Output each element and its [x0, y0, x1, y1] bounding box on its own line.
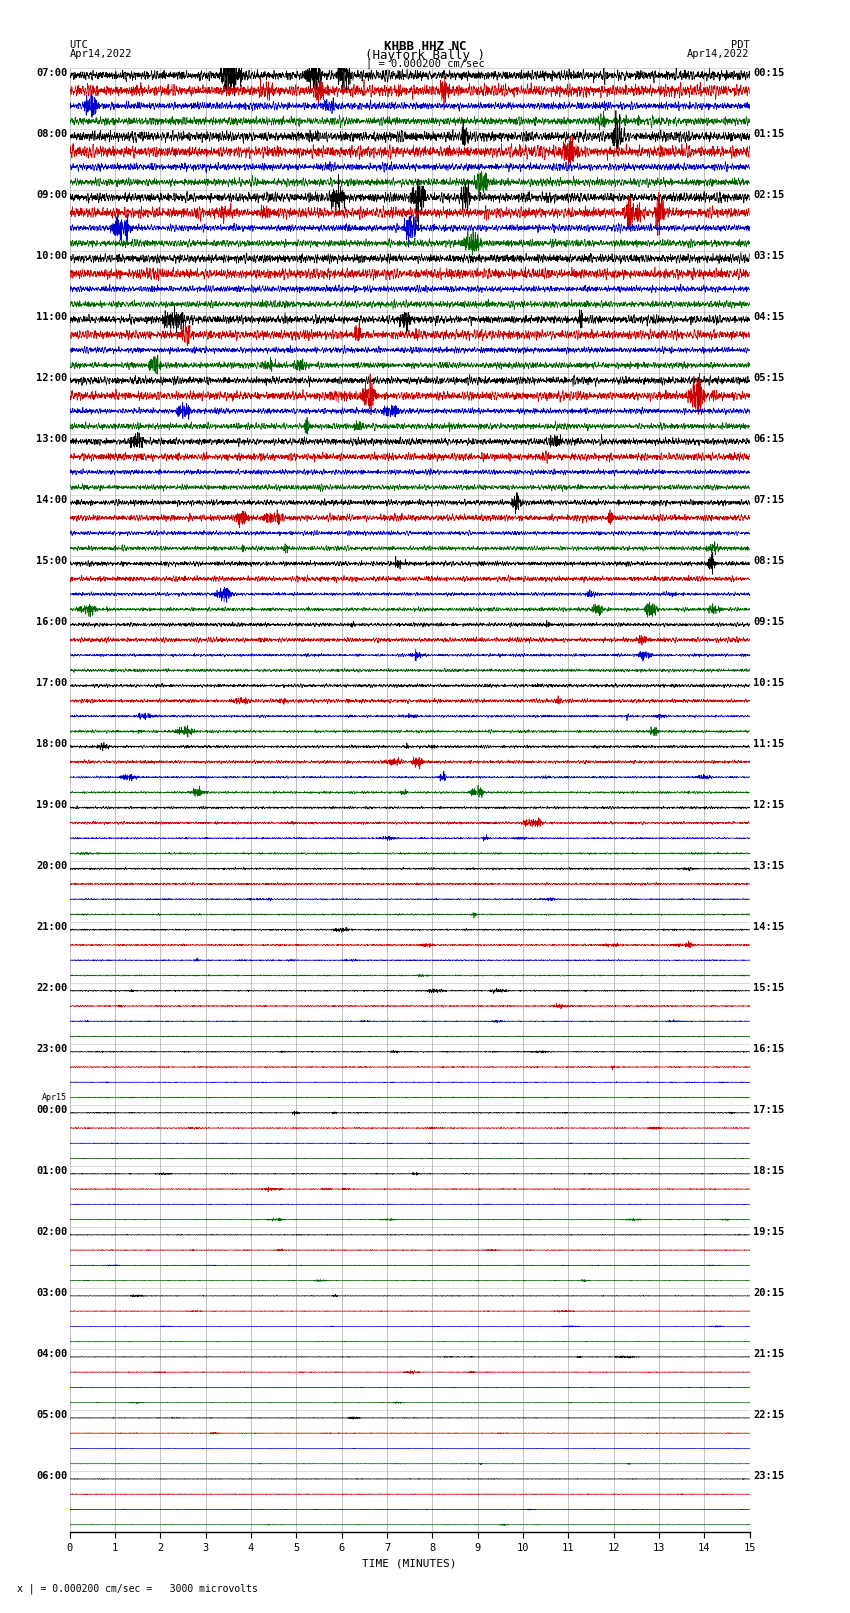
Text: 00:15: 00:15: [753, 68, 785, 77]
Text: 02:15: 02:15: [753, 190, 785, 200]
Text: 20:15: 20:15: [753, 1289, 785, 1298]
Text: 14:15: 14:15: [753, 923, 785, 932]
Text: 01:00: 01:00: [36, 1166, 67, 1176]
Text: 16:15: 16:15: [753, 1044, 785, 1055]
Text: 10:15: 10:15: [753, 677, 785, 689]
Text: 07:00: 07:00: [36, 68, 67, 77]
Text: 18:15: 18:15: [753, 1166, 785, 1176]
Text: x | = 0.000200 cm/sec =   3000 microvolts: x | = 0.000200 cm/sec = 3000 microvolts: [17, 1582, 258, 1594]
X-axis label: TIME (MINUTES): TIME (MINUTES): [362, 1558, 457, 1568]
Text: 21:15: 21:15: [753, 1348, 785, 1360]
Text: 07:15: 07:15: [753, 495, 785, 505]
Text: 08:15: 08:15: [753, 556, 785, 566]
Text: KHBB HHZ NC: KHBB HHZ NC: [383, 39, 467, 53]
Text: 15:15: 15:15: [753, 984, 785, 994]
Text: (Hayfork Bally ): (Hayfork Bally ): [365, 50, 485, 63]
Text: Apr14,2022: Apr14,2022: [687, 50, 750, 60]
Text: 00:00: 00:00: [36, 1105, 67, 1115]
Text: 19:00: 19:00: [36, 800, 67, 810]
Text: 03:00: 03:00: [36, 1289, 67, 1298]
Text: 06:15: 06:15: [753, 434, 785, 444]
Text: 11:15: 11:15: [753, 739, 785, 748]
Text: 20:00: 20:00: [36, 861, 67, 871]
Text: 17:00: 17:00: [36, 677, 67, 689]
Text: 12:15: 12:15: [753, 800, 785, 810]
Text: 22:15: 22:15: [753, 1410, 785, 1421]
Text: 10:00: 10:00: [36, 252, 67, 261]
Text: 05:15: 05:15: [753, 373, 785, 382]
Text: 02:00: 02:00: [36, 1227, 67, 1237]
Text: 22:00: 22:00: [36, 984, 67, 994]
Text: Apr14,2022: Apr14,2022: [70, 50, 133, 60]
Text: 18:00: 18:00: [36, 739, 67, 748]
Text: 09:00: 09:00: [36, 190, 67, 200]
Text: 04:00: 04:00: [36, 1348, 67, 1360]
Text: 13:00: 13:00: [36, 434, 67, 444]
Text: 09:15: 09:15: [753, 618, 785, 627]
Text: 19:15: 19:15: [753, 1227, 785, 1237]
Text: 17:15: 17:15: [753, 1105, 785, 1115]
Text: 06:00: 06:00: [36, 1471, 67, 1481]
Text: 11:00: 11:00: [36, 311, 67, 323]
Text: 23:15: 23:15: [753, 1471, 785, 1481]
Text: 21:00: 21:00: [36, 923, 67, 932]
Text: 13:15: 13:15: [753, 861, 785, 871]
Text: PDT: PDT: [731, 39, 750, 50]
Text: 08:00: 08:00: [36, 129, 67, 139]
Text: 12:00: 12:00: [36, 373, 67, 382]
Text: 14:00: 14:00: [36, 495, 67, 505]
Text: | = 0.000200 cm/sec: | = 0.000200 cm/sec: [366, 58, 484, 69]
Text: UTC: UTC: [70, 39, 88, 50]
Text: 03:15: 03:15: [753, 252, 785, 261]
Text: 05:00: 05:00: [36, 1410, 67, 1421]
Text: Apr15: Apr15: [42, 1094, 67, 1102]
Text: 01:15: 01:15: [753, 129, 785, 139]
Text: 16:00: 16:00: [36, 618, 67, 627]
Text: 04:15: 04:15: [753, 311, 785, 323]
Text: 23:00: 23:00: [36, 1044, 67, 1055]
Text: 15:00: 15:00: [36, 556, 67, 566]
